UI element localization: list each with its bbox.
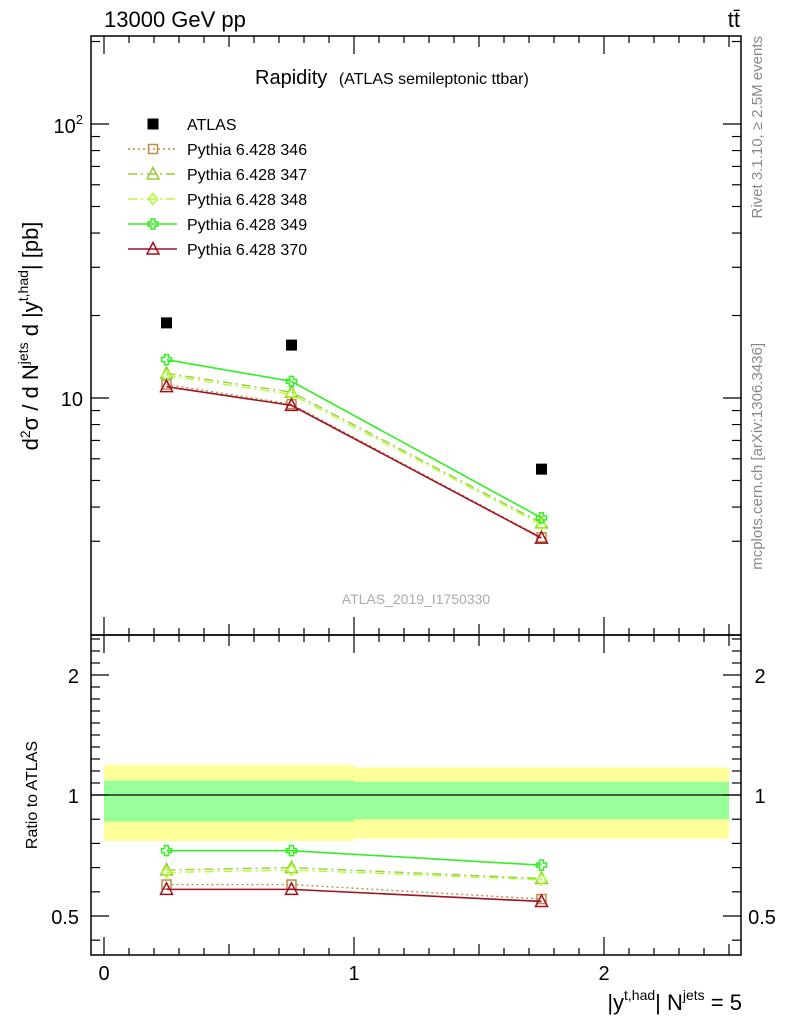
legend-label-5: Pythia 6.428 370: [187, 242, 307, 259]
ratio-series-line-3: [166, 849, 542, 866]
legend-marker-1: [147, 143, 159, 155]
main-panel: 10 102 Rapidity (ATLAS semileptonic ttba…: [15, 35, 742, 636]
ratio-series-4: [159, 881, 549, 908]
ratio-y-tick-05-left: 0.5: [51, 907, 79, 929]
main-series-2: [159, 365, 549, 529]
chart-title-main: Rapidity: [255, 67, 327, 89]
x-tick-label-2: 2: [598, 963, 609, 985]
ratio-y-tick-05-right: 0.5: [748, 907, 776, 929]
ratio-y-tick-1-left: 1: [68, 786, 79, 808]
ratio-point-4-1: [284, 881, 299, 896]
ratio-band-1-0: [104, 780, 354, 822]
ratio-series-line-1: [166, 866, 542, 880]
ratio-series-3: [160, 844, 548, 871]
main-point-5-1: [284, 397, 299, 412]
x-axis-label: |yt,had| Njets = 5: [607, 987, 742, 1015]
ratio-series-0: [161, 879, 547, 905]
legend-marker-4: [147, 218, 159, 230]
main-axis-ticks: [91, 36, 741, 635]
ratio-point-4-0: [159, 881, 174, 896]
ratio-point-1-0: [159, 861, 174, 876]
ratio-axis-ticks: [91, 635, 741, 955]
legend-marker-5: [145, 240, 161, 255]
legend-item-4: Pythia 6.428 349: [128, 217, 307, 234]
ratio-series-group: [159, 844, 549, 908]
main-point-5-0: [159, 378, 174, 393]
ratio-point-2-0: [161, 865, 172, 880]
main-series-line-2: [166, 372, 542, 524]
main-point-0-2: [536, 463, 547, 475]
legend-item-5: Pythia 6.428 370: [128, 240, 307, 259]
main-series-group: [159, 317, 549, 544]
legend-label-0: ATLAS: [187, 117, 237, 134]
main-point-4-1: [285, 375, 298, 388]
source-label: mcplots.cern.ch [arXiv:1306.3436]: [749, 343, 766, 570]
legend-item-0: ATLAS: [147, 117, 237, 134]
ratio-series-line-4: [166, 888, 542, 903]
ratio-series-line-2: [166, 869, 542, 881]
ratio-bands: [104, 765, 729, 841]
main-series-4: [160, 353, 548, 524]
main-y-axis-label: d2σ / d Njets d |yt,had| [pb]: [15, 222, 43, 451]
legend-label-3: Pythia 6.428 348: [187, 192, 307, 209]
process-label: 13000 GeV pp: [104, 7, 246, 32]
legend-item-2: Pythia 6.428 347: [128, 165, 307, 184]
watermark: ATLAS_2019_I1750330: [342, 591, 491, 607]
main-point-4-0: [160, 353, 173, 366]
ratio-point-3-0: [160, 844, 173, 857]
y-tick-label-10: 10: [61, 389, 83, 411]
legend-label-2: Pythia 6.428 347: [187, 167, 307, 184]
main-point-0-1: [286, 339, 297, 351]
ratio-y-tick-1-right: 1: [754, 786, 765, 808]
x-tick-label-1: 1: [348, 963, 359, 985]
main-point-2-1: [284, 384, 299, 398]
main-series-line-1: [166, 383, 542, 538]
legend-marker-2: [145, 165, 161, 180]
main-point-4-2: [535, 512, 548, 524]
legend-label-1: Pythia 6.428 346: [187, 142, 307, 159]
ratio-y-axis-label: Ratio to ATLAS: [24, 741, 41, 849]
main-point-0-0: [161, 317, 172, 329]
legend-item-3: Pythia 6.428 348: [128, 192, 307, 209]
legend-label-4: Pythia 6.428 349: [187, 217, 307, 234]
y-tick-label-100: 102: [54, 112, 83, 138]
main-series-line-4: [166, 358, 542, 519]
legend-marker-0: [147, 118, 159, 130]
ratio-point-2-2: [536, 873, 547, 887]
ratio-point-1-1: [284, 859, 299, 874]
ratio-band-1-1: [354, 781, 729, 820]
ratio-series-2: [161, 863, 547, 887]
ratio-series-1: [159, 859, 549, 885]
ratio-y-tick-2-right: 2: [754, 666, 765, 688]
main-point-5-2: [534, 530, 549, 544]
ratio-series-line-0: [166, 883, 542, 900]
rivet-label: Rivet 3.1.10, ≥ 2.5M events: [749, 36, 766, 219]
main-series-line-5: [166, 385, 542, 539]
main-series-1: [161, 379, 547, 543]
main-series-line-3: [166, 374, 542, 526]
ratio-point-2-1: [286, 863, 297, 877]
ratio-y-tick-2-left: 2: [68, 666, 79, 688]
ratio-point-3-2: [535, 859, 548, 871]
ratio-point-4-2: [534, 893, 549, 908]
channel-label: tt̄: [728, 7, 740, 32]
main-series-0: [161, 317, 547, 475]
legend-item-1: Pythia 6.428 346: [128, 142, 307, 159]
chart-title: Rapidity (ATLAS semileptonic ttbar): [255, 67, 529, 89]
legend: ATLAS Pythia 6.428 346 Pythia 6.428 347 Pyt…: [128, 117, 307, 259]
ratio-panel: 2 1 0.5 2 1 0.5 0 1 2 Ratio to ATLAS |yt…: [24, 634, 776, 1015]
legend-marker-3: [147, 192, 159, 206]
ratio-point-3-1: [285, 844, 298, 857]
x-tick-label-0: 0: [98, 963, 109, 985]
main-series-5: [159, 378, 549, 544]
chart-title-sub: (ATLAS semileptonic ttbar): [339, 71, 529, 88]
